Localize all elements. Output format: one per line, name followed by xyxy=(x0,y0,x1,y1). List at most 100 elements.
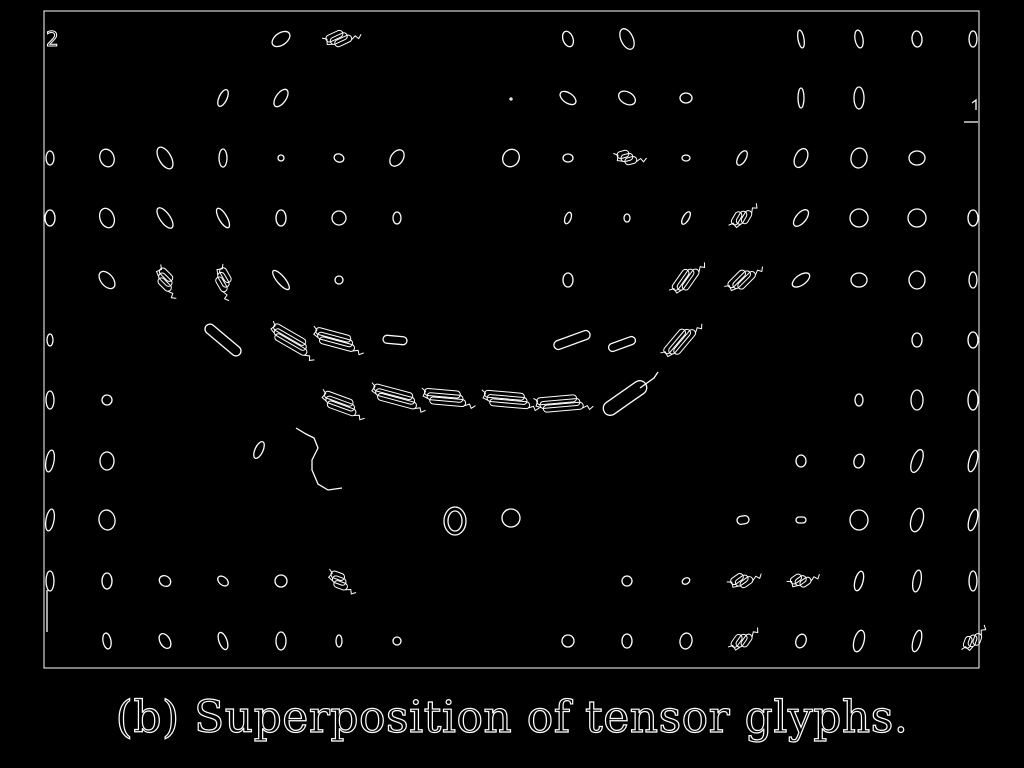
tensor-glyph-cluster xyxy=(961,624,987,652)
tensor-glyph-ellipse xyxy=(561,30,575,48)
tensor-glyph-ellipse xyxy=(392,636,402,646)
tensor-glyph-ellipse xyxy=(908,150,926,166)
tensor-glyph-ellipse xyxy=(44,449,56,473)
tensor-glyph-cluster xyxy=(726,573,762,589)
tensor-glyph-ellipse xyxy=(101,394,113,406)
tensor-glyph-ellipse xyxy=(272,269,290,291)
tensor-glyph-ellipse xyxy=(968,570,978,592)
tensor-glyph-ellipse xyxy=(967,331,979,349)
tensor-glyph-ellipse xyxy=(967,389,979,411)
tensor-glyph-cluster xyxy=(215,263,232,302)
tensor-glyph-cluster xyxy=(613,149,648,166)
tensor-glyph-cluster xyxy=(327,568,357,595)
tensor-glyph-ellipse xyxy=(909,507,925,533)
tensor-glyph-ellipse xyxy=(44,209,56,227)
tensor-glyph-ellipse xyxy=(102,632,112,650)
tensor-glyph-ellipse xyxy=(911,332,923,348)
tensor-glyph-ellipse xyxy=(101,572,113,590)
tensor-glyph-ellipse xyxy=(680,211,692,225)
tensor-glyph-ellipse xyxy=(562,153,574,163)
tensor-glyph-cluster xyxy=(724,266,764,292)
tensor-glyph-cluster xyxy=(660,323,703,358)
tensor-glyph-ellipse xyxy=(681,577,691,585)
tensor-glyph-ellipse xyxy=(501,508,521,528)
tensor-glyph-ellipse xyxy=(44,508,56,532)
tensor-glyph-cluster xyxy=(155,264,177,299)
glyph-layer xyxy=(44,28,987,653)
tensor-glyph-capsule xyxy=(607,335,637,353)
tensor-glyph-ellipse xyxy=(158,575,172,587)
tensor-glyph-ellipse xyxy=(967,209,979,227)
tensor-glyph-cluster xyxy=(421,387,476,410)
plot-frame xyxy=(43,10,980,669)
tensor-glyph-streak xyxy=(295,427,343,491)
tensor-glyph-cluster xyxy=(371,382,426,413)
tensor-glyph-ellipse xyxy=(218,148,228,168)
tensor-glyph-ellipse xyxy=(156,146,174,170)
tensor-glyph-ellipse xyxy=(791,272,811,288)
tensor-glyph-ellipse xyxy=(853,570,865,592)
tensor-glyph-ellipse xyxy=(562,272,574,288)
tensor-glyph-cluster xyxy=(728,203,758,229)
tensor-glyph-ellipse xyxy=(850,147,868,169)
tensor-glyph-ellipse xyxy=(215,207,231,229)
tensor-glyph-ellipse xyxy=(910,448,924,474)
tensor-glyph-ellipse xyxy=(217,575,229,587)
tensor-glyph-ellipse xyxy=(908,270,926,290)
tensor-glyph-ellipse xyxy=(277,154,285,162)
tensor-glyph-ellipse xyxy=(911,569,923,593)
tensor-glyph-ellipse xyxy=(911,629,923,653)
tensor-glyph-ellipse xyxy=(854,29,864,49)
tensor-glyph-ellipse xyxy=(98,270,116,290)
tensor-glyph-ellipse xyxy=(502,148,520,168)
tensor-glyph-capsule xyxy=(553,329,591,351)
tensor-glyph-capsule xyxy=(602,380,648,416)
tensor-glyph-ellipse xyxy=(797,29,805,49)
tensor-glyph-ellipse xyxy=(795,633,807,649)
tensor-glyph-ellipse xyxy=(853,453,865,469)
tensor-glyph-ellipse xyxy=(852,629,866,653)
tensor-glyph-ellipse xyxy=(911,30,923,48)
tensor-glyph-ellipse xyxy=(559,90,577,106)
tensor-glyph-cluster xyxy=(533,394,594,413)
tensor-glyph-ellipse xyxy=(389,149,405,167)
tensor-glyph-ellipse xyxy=(967,508,979,532)
tensor-glyph-ellipse xyxy=(99,451,115,471)
tensor-glyph-ellipse xyxy=(623,213,631,223)
tensor-glyph-ellipse xyxy=(274,574,288,588)
tensor-glyph-ellipse xyxy=(854,393,864,407)
tensor-glyph-ellipse xyxy=(156,207,174,229)
tensor-glyph-ellipse xyxy=(795,454,807,468)
tensor-glyph-ellipse xyxy=(736,150,748,166)
tensor-glyph-ellipse xyxy=(853,86,865,110)
tensor-glyph-ellipse xyxy=(617,90,637,106)
tensor-glyph-cluster xyxy=(270,320,315,361)
tensor-glyph-ellipse xyxy=(45,570,55,592)
tensor-glyph-capsule xyxy=(382,334,408,346)
tensor-glyph-ellipse xyxy=(158,632,172,650)
tensor-glyph-ellipse xyxy=(621,575,633,587)
tensor-glyph-ellipse xyxy=(333,153,345,163)
tensor-glyph-ellipse xyxy=(46,333,54,347)
tensor-glyph-ellipse xyxy=(98,207,116,229)
tensor-glyph-cluster xyxy=(786,573,820,588)
tensor-glyph-capsule xyxy=(795,516,807,524)
tensor-glyph-ellipse xyxy=(273,88,289,108)
tensor-glyph-ellipse xyxy=(561,634,575,648)
tensor-glyph-cluster xyxy=(727,627,759,651)
tensor-glyph-ellipse xyxy=(253,441,265,459)
tensor-glyph-ellipse xyxy=(793,147,809,169)
tensor-glyph-cluster xyxy=(481,389,540,412)
tensor-glyph-capsule xyxy=(736,515,750,525)
tensor-glyph-ellipse xyxy=(849,208,869,228)
tensor-glyph-ellipse xyxy=(621,633,633,649)
tensor-glyph-ellipse xyxy=(910,389,924,411)
tensor-glyph-ellipse xyxy=(217,89,229,107)
tensor-glyph-ellipse xyxy=(275,209,287,227)
tensor-glyph-ellipse xyxy=(907,208,927,228)
tensor-glyph-ellipse xyxy=(45,390,55,410)
tensor-glyph-cluster xyxy=(313,325,364,356)
tensor-glyph-ellipse xyxy=(443,506,467,536)
tensor-glyph-ellipse xyxy=(968,271,978,289)
